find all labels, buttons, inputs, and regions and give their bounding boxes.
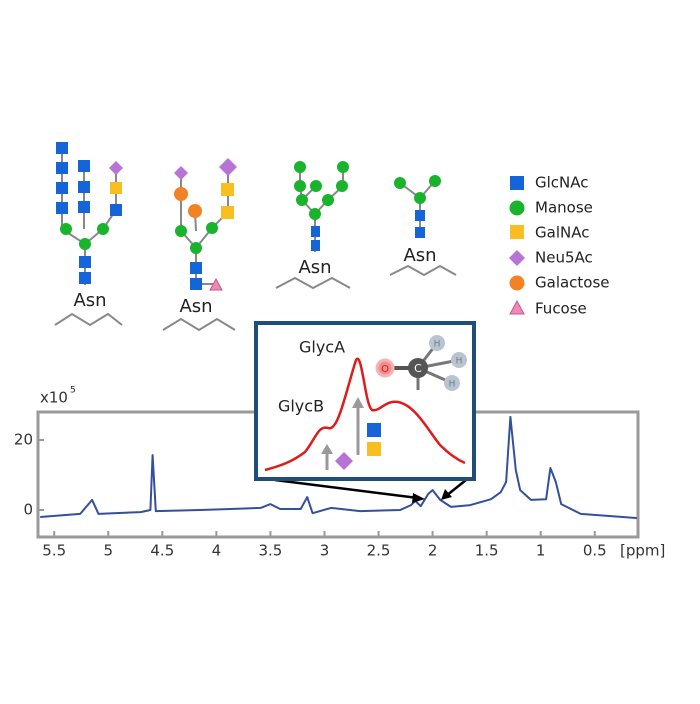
x-tick-label: 1.5 — [475, 542, 499, 560]
pointer-arrows — [274, 478, 467, 503]
x-tick-label: 3.5 — [259, 542, 283, 560]
legend-label: Galactose — [535, 274, 610, 292]
y-axis-label: x10 — [40, 389, 68, 407]
x-tick-label: 5.5 — [42, 542, 66, 560]
x-tick-label: 4 — [212, 542, 222, 560]
asn-label: Asn — [298, 257, 331, 278]
x-tick-label: 2.5 — [367, 542, 391, 560]
atom-label: C — [414, 362, 422, 375]
legend-label: GlcNAc — [535, 174, 589, 192]
y-axis-exponent: 5 — [70, 386, 76, 396]
legend-label: Neu5Ac — [535, 249, 593, 267]
glycan-3: Asn — [275, 161, 351, 290]
legend-label: GalNAc — [535, 224, 589, 242]
x-tick-label: 3 — [320, 542, 330, 560]
x-tick-label: 1 — [536, 542, 546, 560]
molecule: O C H H H — [375, 335, 467, 391]
glycan-4: Asn — [389, 175, 457, 277]
atom-label: O — [381, 364, 389, 375]
legend-label: Manose — [535, 199, 593, 217]
x-tick-label: 2 — [428, 542, 438, 560]
asn-label: Asn — [403, 245, 436, 266]
plot: 5.5 5 4.5 4 3.5 3 2.5 2 1.5 1 0.5 0 20 — [14, 415, 637, 560]
x-tick-label: 4.5 — [150, 542, 174, 560]
y-tick-label: 0 — [23, 501, 33, 519]
atom-label: H — [434, 340, 441, 350]
glycan-2: Asn — [162, 158, 237, 332]
inset: GlycA GlycB O C H H H — [254, 321, 476, 481]
atom-label: H — [456, 357, 463, 367]
atom-label: H — [449, 380, 456, 390]
glycan-1: Asn — [54, 142, 123, 327]
x-axis-label: [ppm] — [620, 542, 665, 560]
legend-label: Fucose — [535, 300, 587, 318]
x-tick-label: 0.5 — [583, 542, 607, 560]
y-tick-label: 20 — [14, 431, 33, 449]
peak-label: GlycB — [278, 397, 324, 416]
legend: GlcNAc Manose GalNAc Neu5Ac Galactose Fu… — [509, 174, 610, 318]
spectrum-line — [40, 415, 637, 520]
x-tick-label: 5 — [103, 542, 113, 560]
asn-label: Asn — [73, 290, 106, 311]
asn-label: Asn — [179, 296, 212, 317]
peak-label: GlycA — [299, 338, 345, 357]
